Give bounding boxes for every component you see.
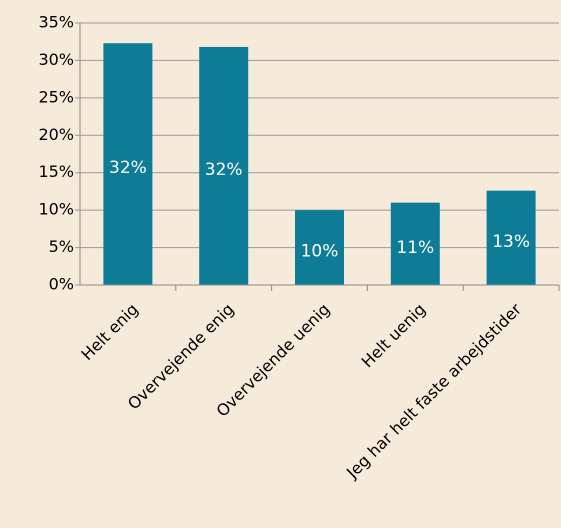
x-tick-label: Overvejende enig	[124, 300, 238, 414]
value-label: 32%	[205, 160, 243, 180]
y-tick-label: 30%	[38, 50, 74, 69]
value-label: 13%	[492, 232, 530, 252]
y-tick-label: 10%	[38, 200, 74, 219]
y-tick-label: 20%	[38, 125, 74, 144]
y-tick-label: 0%	[49, 275, 74, 294]
value-label: 10%	[301, 242, 339, 262]
bar	[103, 43, 153, 286]
x-tick-label: Jeg har helt faste arbejdstider	[342, 299, 525, 482]
x-tick-label: Helt enig	[77, 300, 142, 365]
x-tick-label: Helt uenig	[358, 300, 430, 372]
bar	[390, 202, 440, 285]
y-tick-label: 25%	[38, 87, 74, 106]
value-label: 32%	[109, 158, 147, 178]
y-tick-label: 15%	[38, 162, 74, 181]
bar	[295, 210, 344, 285]
bar	[199, 46, 249, 285]
bar	[486, 190, 536, 285]
y-tick-label: 5%	[49, 237, 74, 256]
value-label: 11%	[396, 238, 434, 258]
y-tick-label: 35%	[38, 13, 74, 32]
